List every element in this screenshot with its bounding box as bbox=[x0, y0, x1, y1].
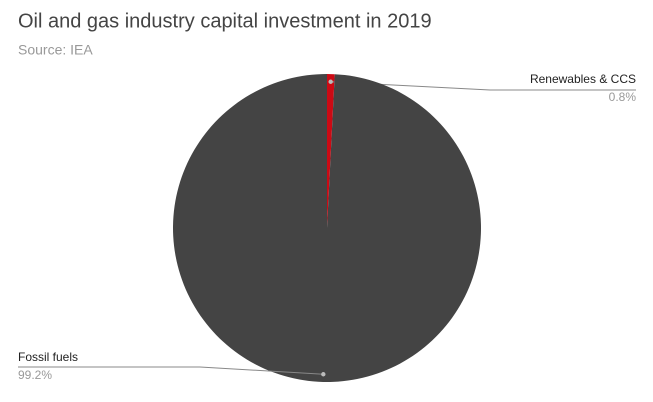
pie-slice bbox=[327, 74, 335, 228]
slice-label: Fossil fuels bbox=[18, 350, 78, 364]
leader-dot bbox=[328, 79, 333, 84]
chart-subtitle: Source: IEA bbox=[18, 42, 93, 58]
chart-title: Oil and gas industry capital investment … bbox=[18, 10, 432, 32]
slice-value: 99.2% bbox=[18, 368, 52, 382]
leader-line bbox=[330, 81, 636, 91]
leader-line bbox=[18, 366, 324, 375]
slice-label: Renewables & CCS bbox=[530, 72, 636, 86]
slice-value: 0.8% bbox=[609, 90, 637, 104]
pie-slice bbox=[172, 74, 481, 383]
leader-dot bbox=[321, 372, 326, 377]
